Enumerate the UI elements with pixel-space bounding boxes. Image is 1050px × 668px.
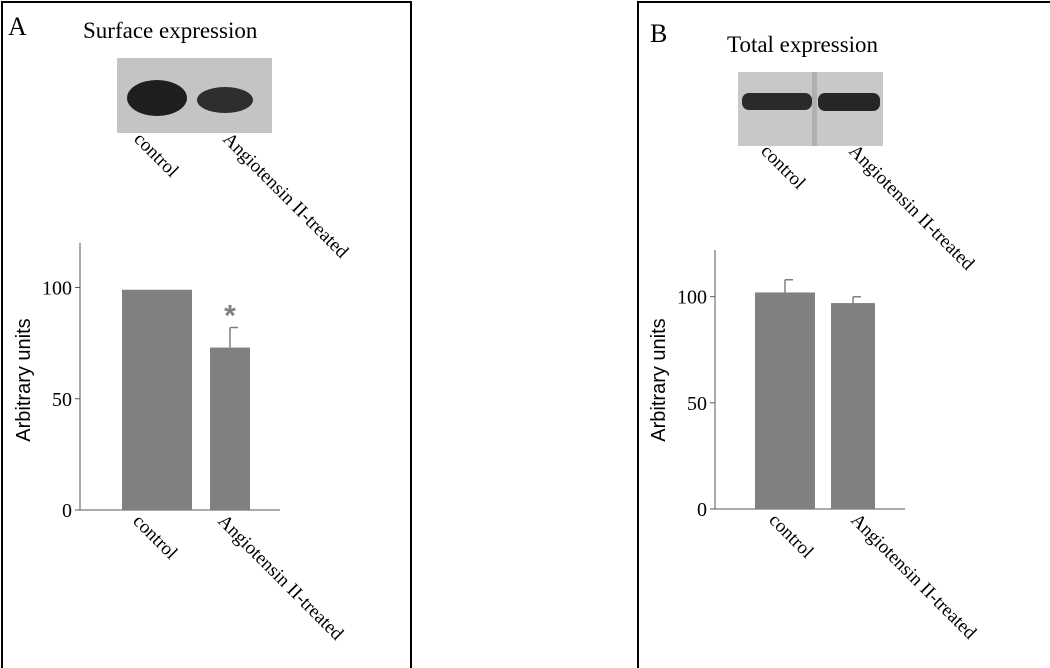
x-tick-label: control — [764, 510, 817, 563]
error-bar — [852, 295, 861, 304]
y-axis-label: Arbitrary units — [648, 318, 670, 441]
error-bar — [229, 326, 238, 348]
blot-label: control — [756, 141, 809, 194]
y-tick-label: 100 — [677, 287, 707, 309]
blot-label: Angiotensin II-treated — [844, 141, 978, 275]
blot-image — [738, 72, 883, 146]
significance-marker: * — [224, 300, 236, 333]
y-tick-label: 50 — [687, 393, 707, 415]
y-tick-label: 50 — [52, 389, 72, 411]
blot-image — [117, 58, 272, 133]
bar — [122, 289, 192, 510]
panel-label: A — [8, 12, 27, 41]
x-tick-label: Angiotensin II-treated — [213, 511, 347, 645]
bar — [831, 303, 875, 509]
y-tick-label: 0 — [62, 500, 72, 522]
y-axis-label: Arbitrary units — [13, 318, 35, 441]
panel-frame — [637, 1, 1050, 668]
x-tick-label: control — [128, 511, 181, 564]
panel-label: B — [650, 19, 667, 48]
chart-title: Total expression — [727, 32, 879, 57]
blot-label: Angiotensin II-treated — [218, 129, 352, 263]
bar — [755, 292, 815, 509]
x-tick-label: Angiotensin II-treated — [846, 510, 980, 644]
error-bar — [784, 278, 793, 293]
blot-label: control — [129, 129, 182, 182]
y-tick-label: 100 — [42, 278, 72, 300]
chart-title: Surface expression — [83, 18, 258, 43]
y-tick-label: 0 — [697, 499, 707, 521]
panel-frame — [1, 1, 412, 668]
bar — [210, 347, 250, 510]
